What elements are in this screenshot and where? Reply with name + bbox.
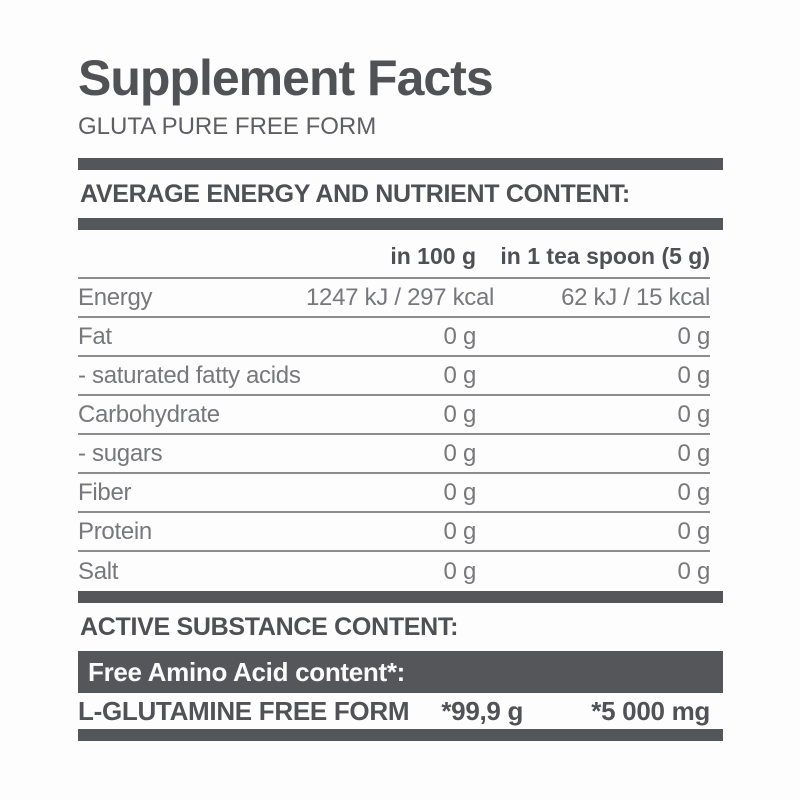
row-label: Salt [78,557,119,585]
row-value-per-100g: 0 g [443,557,477,585]
column-header-per-teaspoon: in 1 tea spoon (5 g) [500,243,710,269]
row-value-per-teaspoon: 0 g [677,557,711,585]
table-row-sugars: - sugars 0 g 0 g [78,435,710,474]
row-value-per-teaspoon: 0 g [677,478,711,506]
section-heading-active-substance: ACTIVE SUBSTANCE CONTENT: [80,613,459,641]
row-value-per-100g: 0 g [443,361,477,389]
row-label: - sugars [78,439,163,467]
product-name: GLUTA PURE FREE FORM [78,113,377,140]
free-amino-acid-bar: Free Amino Acid content*: [78,651,723,693]
table-header-row: in 100 g in 1 tea spoon (5 g) [78,230,710,279]
table-row-protein: Protein 0 g 0 g [78,513,710,552]
row-label: Energy [78,283,153,311]
row-label: Carbohydrate [78,400,220,428]
row-label: Fiber [78,478,132,506]
row-value-per-teaspoon: 0 g [677,322,711,350]
divider-bar-under-heading [78,218,723,230]
table-row-carbohydrate: Carbohydrate 0 g 0 g [78,396,710,435]
column-header-per-100g: in 100 g [390,243,476,269]
page-title: Supplement Facts [78,50,494,106]
supplement-label: Supplement Facts GLUTA PURE FREE FORM AV… [78,0,723,741]
nutrient-table: in 100 g in 1 tea spoon (5 g) Energy 124… [78,230,723,591]
row-value-per-100g: 0 g [443,439,477,467]
row-value-per-100g: 0 g [443,400,477,428]
row-value-per-teaspoon: 0 g [677,400,711,428]
row-value-per-100g: 0 g [443,322,477,350]
table-row-salt: Salt 0 g 0 g [78,552,710,591]
table-row-saturated-fatty-acids: - saturated fatty acids 0 g 0 g [78,357,710,396]
row-value-per-teaspoon: 0 g [677,361,711,389]
row-value-per-teaspoon: 0 g [677,439,711,467]
table-row-energy: Energy 1247 kJ / 297 kcal 62 kJ / 15 kca… [78,279,710,318]
divider-bar-bottom [78,729,723,741]
row-value-per-100g: *99,9 g [441,695,524,726]
row-value-per-100g: 0 g [443,517,477,545]
row-value-per-teaspoon: 0 g [677,517,711,545]
table-row-fat: Fat 0 g 0 g [78,318,710,357]
row-value-per-teaspoon: 62 kJ / 15 kcal [561,283,710,311]
table-row-l-glutamine: L-GLUTAMINE FREE FORM *99,9 g *5 000 mg [78,693,723,729]
section-heading-nutrient-content: AVERAGE ENERGY AND NUTRIENT CONTENT: [80,180,630,208]
table-row-fiber: Fiber 0 g 0 g [78,474,710,513]
free-amino-acid-bar-label: Free Amino Acid content*: [88,656,406,687]
row-label: L-GLUTAMINE FREE FORM [78,695,410,726]
row-label: Fat [78,322,112,350]
row-value-per-100g: 1247 kJ / 297 kcal [306,283,495,311]
row-value-per-teaspoon: *5 000 mg [591,695,710,726]
divider-bar-top [78,158,723,170]
row-label: Protein [78,517,152,545]
row-value-per-100g: 0 g [443,478,477,506]
divider-bar-above-active [78,591,723,603]
row-label: - saturated fatty acids [78,361,301,389]
